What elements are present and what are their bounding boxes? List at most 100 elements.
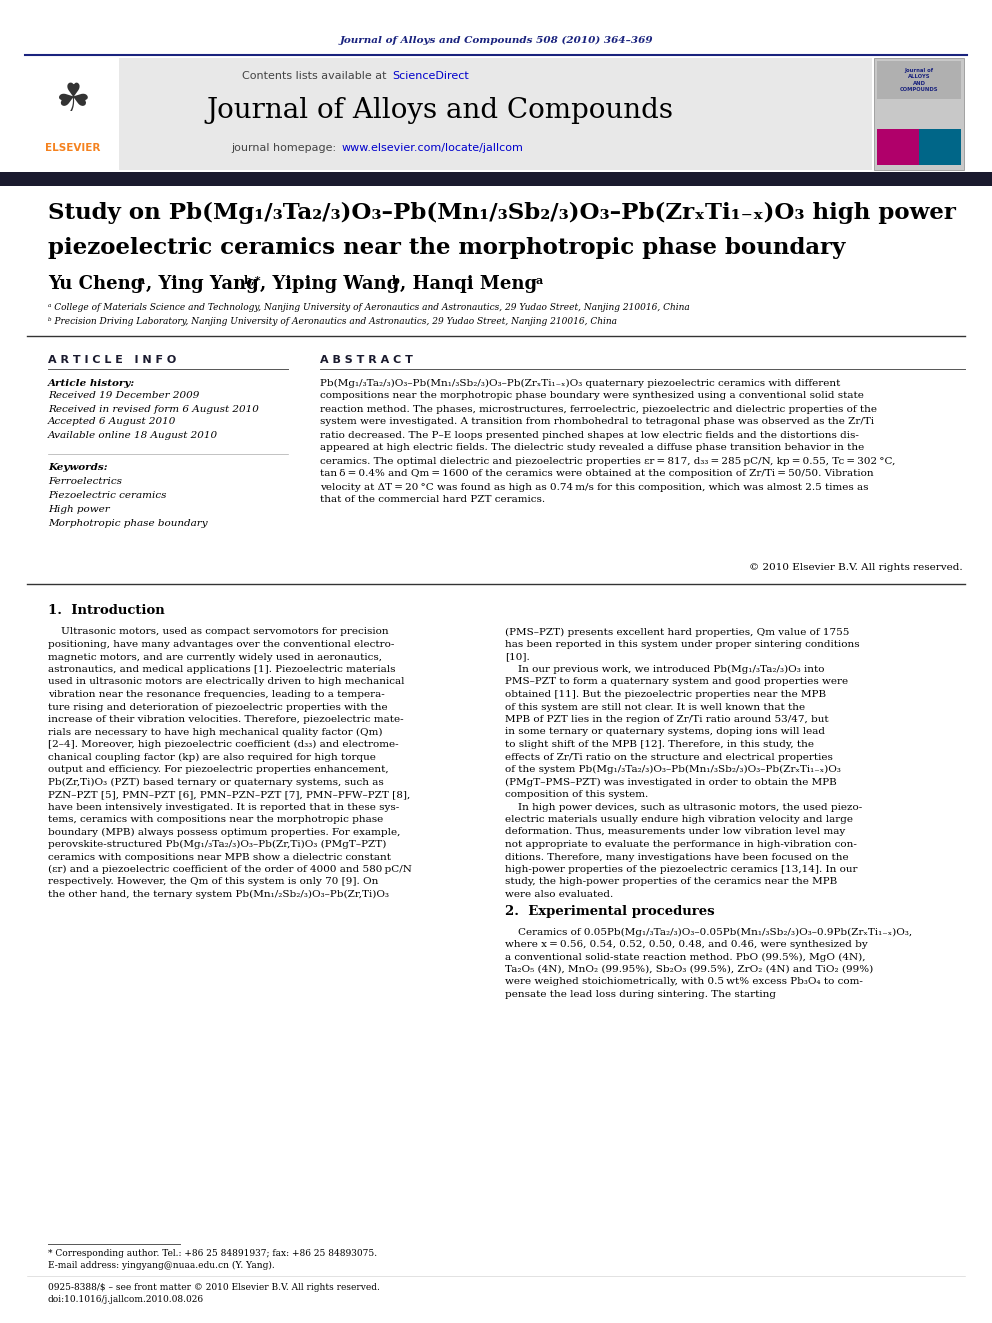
Text: not appropriate to evaluate the performance in high-vibration con-: not appropriate to evaluate the performa…: [505, 840, 857, 849]
Bar: [877, 61, 961, 99]
Text: Accepted 6 August 2010: Accepted 6 August 2010: [48, 418, 177, 426]
Text: , Ying Yang: , Ying Yang: [146, 275, 259, 292]
Text: ceramics with compositions near MPB show a dielectric constant: ceramics with compositions near MPB show…: [48, 852, 391, 861]
Text: appeared at high electric fields. The dielectric study revealed a diffuse phase : appeared at high electric fields. The di…: [320, 443, 864, 452]
Text: Journal of Alloys and Compounds: Journal of Alloys and Compounds: [206, 97, 674, 123]
Text: Piezoelectric ceramics: Piezoelectric ceramics: [48, 491, 167, 500]
Text: ELSEVIER: ELSEVIER: [46, 143, 100, 153]
Text: © 2010 Elsevier B.V. All rights reserved.: © 2010 Elsevier B.V. All rights reserved…: [749, 564, 963, 573]
Text: (PMgT–PMS–PZT) was investigated in order to obtain the MPB: (PMgT–PMS–PZT) was investigated in order…: [505, 778, 836, 787]
Text: Morphotropic phase boundary: Morphotropic phase boundary: [48, 519, 207, 528]
Text: Article history:: Article history:: [48, 378, 135, 388]
Text: composition of this system.: composition of this system.: [505, 790, 648, 799]
Text: ditions. Therefore, many investigations have been focused on the: ditions. Therefore, many investigations …: [505, 852, 848, 861]
Text: ScienceDirect: ScienceDirect: [392, 71, 469, 81]
Text: , Yiping Wang: , Yiping Wang: [260, 275, 399, 292]
Text: Ultrasonic motors, used as compact servomotors for precision: Ultrasonic motors, used as compact servo…: [48, 627, 389, 636]
Text: www.elsevier.com/locate/jallcom: www.elsevier.com/locate/jallcom: [342, 143, 524, 153]
Text: Pb(Zr,Ti)O₃ (PZT) based ternary or quaternary systems, such as: Pb(Zr,Ti)O₃ (PZT) based ternary or quate…: [48, 778, 384, 787]
Text: tan δ = 0.4% and Qm = 1600 of the ceramics were obtained at the composition of Z: tan δ = 0.4% and Qm = 1600 of the cerami…: [320, 470, 874, 479]
Text: 0925-8388/$ – see front matter © 2010 Elsevier B.V. All rights reserved.: 0925-8388/$ – see front matter © 2010 El…: [48, 1282, 380, 1291]
Text: In our previous work, we introduced Pb(Mg₁/₃Ta₂/₃)O₃ into: In our previous work, we introduced Pb(M…: [505, 665, 824, 673]
Text: a conventional solid-state reaction method. PbO (99.5%), MgO (4N),: a conventional solid-state reaction meth…: [505, 953, 865, 962]
Text: compositions near the morphotropic phase boundary were synthesized using a conve: compositions near the morphotropic phase…: [320, 392, 864, 401]
Text: deformation. Thus, measurements under low vibration level may: deformation. Thus, measurements under lo…: [505, 827, 845, 836]
Text: Study on Pb(Mg₁/₃Ta₂/₃)O₃–Pb(Mn₁/₃Sb₂/₃)O₃–Pb(ZrₓTi₁₋ₓ)O₃ high power: Study on Pb(Mg₁/₃Ta₂/₃)O₃–Pb(Mn₁/₃Sb₂/₃)…: [48, 202, 956, 224]
Text: respectively. However, the Qm of this system is only 70 [9]. On: respectively. However, the Qm of this sy…: [48, 877, 378, 886]
Text: tems, ceramics with compositions near the morphotropic phase: tems, ceramics with compositions near th…: [48, 815, 383, 824]
Text: perovskite-structured Pb(Mg₁/₃Ta₂/₃)O₃–Pb(Zr,Ti)O₃ (PMgT–PZT): perovskite-structured Pb(Mg₁/₃Ta₂/₃)O₃–P…: [48, 840, 386, 849]
Text: where x = 0.56, 0.54, 0.52, 0.50, 0.48, and 0.46, were synthesized by: where x = 0.56, 0.54, 0.52, 0.50, 0.48, …: [505, 941, 868, 949]
Text: (εr) and a piezoelectric coefficient of the order of 4000 and 580 pC/N: (εr) and a piezoelectric coefficient of …: [48, 865, 412, 875]
Bar: [874, 58, 964, 169]
Text: to slight shift of the MPB [12]. Therefore, in this study, the: to slight shift of the MPB [12]. Therefo…: [505, 740, 814, 749]
Text: ᵃ College of Materials Science and Technology, Nanjing University of Aeronautics: ᵃ College of Materials Science and Techn…: [48, 303, 689, 311]
Text: [10].: [10].: [505, 652, 530, 662]
Text: obtained [11]. But the piezoelectric properties near the MPB: obtained [11]. But the piezoelectric pro…: [505, 691, 826, 699]
Text: A B S T R A C T: A B S T R A C T: [320, 355, 413, 365]
Text: has been reported in this system under proper sintering conditions: has been reported in this system under p…: [505, 640, 860, 650]
Text: High power: High power: [48, 504, 110, 513]
Text: Received 19 December 2009: Received 19 December 2009: [48, 392, 199, 401]
Text: (PMS–PZT) presents excellent hard properties, Qm value of 1755: (PMS–PZT) presents excellent hard proper…: [505, 627, 849, 636]
Bar: [877, 99, 961, 130]
Text: ture rising and deterioration of piezoelectric properties with the: ture rising and deterioration of piezoel…: [48, 703, 388, 712]
Text: used in ultrasonic motors are electrically driven to high mechanical: used in ultrasonic motors are electrical…: [48, 677, 405, 687]
Text: PZN–PZT [5], PMN–PZT [6], PMN–PZN–PZT [7], PMN–PFW–PZT [8],: PZN–PZT [5], PMN–PZT [6], PMN–PZN–PZT [7…: [48, 790, 411, 799]
Text: boundary (MPB) always possess optimum properties. For example,: boundary (MPB) always possess optimum pr…: [48, 827, 401, 836]
Text: Keywords:: Keywords:: [48, 463, 107, 471]
Text: effects of Zr/Ti ratio on the structure and electrical properties: effects of Zr/Ti ratio on the structure …: [505, 753, 833, 762]
Text: chanical coupling factor (kp) are also required for high torque: chanical coupling factor (kp) are also r…: [48, 753, 376, 762]
Text: 2.  Experimental procedures: 2. Experimental procedures: [505, 905, 714, 918]
Text: 1.  Introduction: 1. Introduction: [48, 603, 165, 617]
Text: output and efficiency. For piezoelectric properties enhancement,: output and efficiency. For piezoelectric…: [48, 765, 389, 774]
Text: Ceramics of 0.05Pb(Mg₁/₃Ta₂/₃)O₃–0.05Pb(Mn₁/₃Sb₂/₃)O₃–0.9Pb(ZrₓTi₁₋ₓ)O₃,: Ceramics of 0.05Pb(Mg₁/₃Ta₂/₃)O₃–0.05Pb(…: [505, 927, 912, 937]
Text: have been intensively investigated. It is reported that in these sys-: have been intensively investigated. It i…: [48, 803, 399, 811]
Bar: [27, 58, 872, 169]
Text: journal homepage:: journal homepage:: [231, 143, 340, 153]
Text: of the system Pb(Mg₁/₃Ta₂/₃)O₃–Pb(Mn₁/₃Sb₂/₃)O₃–Pb(ZrₓTi₁₋ₓ)O₃: of the system Pb(Mg₁/₃Ta₂/₃)O₃–Pb(Mn₁/₃S…: [505, 765, 841, 774]
Text: pensate the lead loss during sintering. The starting: pensate the lead loss during sintering. …: [505, 990, 776, 999]
Text: In high power devices, such as ultrasonic motors, the used piezo-: In high power devices, such as ultrasoni…: [505, 803, 862, 811]
Text: Contents lists available at: Contents lists available at: [242, 71, 390, 81]
Text: were weighed stoichiometrically, with 0.5 wt% excess Pb₃O₄ to com-: were weighed stoichiometrically, with 0.…: [505, 978, 863, 987]
Text: MPB of PZT lies in the region of Zr/Ti ratio around 53/47, but: MPB of PZT lies in the region of Zr/Ti r…: [505, 714, 828, 724]
Text: increase of their vibration velocities. Therefore, piezoelectric mate-: increase of their vibration velocities. …: [48, 714, 404, 724]
Text: of this system are still not clear. It is well known that the: of this system are still not clear. It i…: [505, 703, 806, 712]
Text: b: b: [392, 274, 400, 286]
Text: Available online 18 August 2010: Available online 18 August 2010: [48, 430, 218, 439]
Text: , Hanqi Meng: , Hanqi Meng: [400, 275, 537, 292]
Text: high-power properties of the piezoelectric ceramics [13,14]. In our: high-power properties of the piezoelectr…: [505, 865, 857, 875]
Text: piezoelectric ceramics near the morphotropic phase boundary: piezoelectric ceramics near the morphotr…: [48, 237, 845, 259]
Text: astronautics, and medical applications [1]. Piezoelectric materials: astronautics, and medical applications […: [48, 665, 396, 673]
Text: a: a: [536, 274, 544, 286]
Text: system were investigated. A transition from rhombohedral to tetragonal phase was: system were investigated. A transition f…: [320, 418, 874, 426]
Bar: [919, 130, 961, 165]
Text: [2–4]. Moreover, high piezoelectric coefficient (d₃₃) and electrome-: [2–4]. Moreover, high piezoelectric coef…: [48, 740, 399, 749]
Text: Journal of Alloys and Compounds 508 (2010) 364–369: Journal of Alloys and Compounds 508 (201…: [339, 36, 653, 45]
Text: Journal of
ALLOYS
AND
COMPOUNDS: Journal of ALLOYS AND COMPOUNDS: [900, 69, 938, 91]
Text: velocity at ΔT = 20 °C was found as high as 0.74 m/s for this composition, which: velocity at ΔT = 20 °C was found as high…: [320, 483, 869, 492]
Bar: [877, 130, 919, 165]
Text: reaction method. The phases, microstructures, ferroelectric, piezoelectric and d: reaction method. The phases, microstruct…: [320, 405, 877, 414]
Text: Received in revised form 6 August 2010: Received in revised form 6 August 2010: [48, 405, 259, 414]
Text: in some ternary or quaternary systems, doping ions will lead: in some ternary or quaternary systems, d…: [505, 728, 825, 737]
Text: rials are necessary to have high mechanical quality factor (Qm): rials are necessary to have high mechani…: [48, 728, 383, 737]
Text: the other hand, the ternary system Pb(Mn₁/₂Sb₂/₃)O₃–Pb(Zr,Ti)O₃: the other hand, the ternary system Pb(Mn…: [48, 890, 389, 900]
Text: ratio decreased. The P–E loops presented pinched shapes at low electric fields a: ratio decreased. The P–E loops presented…: [320, 430, 859, 439]
Text: ᵇ Precision Driving Laboratory, Nanjing University of Aeronautics and Astronauti: ᵇ Precision Driving Laboratory, Nanjing …: [48, 316, 617, 325]
Text: * Corresponding author. Tel.: +86 25 84891937; fax: +86 25 84893075.: * Corresponding author. Tel.: +86 25 848…: [48, 1249, 377, 1258]
Text: ceramics. The optimal dielectric and piezoelectric properties εr = 817, d₃₃ = 28: ceramics. The optimal dielectric and pie…: [320, 456, 896, 466]
Bar: [27, 58, 119, 169]
Text: magnetic motors, and are currently widely used in aeronautics,: magnetic motors, and are currently widel…: [48, 652, 382, 662]
Bar: [0, 172, 992, 187]
Text: positioning, have many advantages over the conventional electro-: positioning, have many advantages over t…: [48, 640, 395, 650]
Text: Ferroelectrics: Ferroelectrics: [48, 476, 122, 486]
Text: a: a: [138, 274, 145, 286]
Text: were also evaluated.: were also evaluated.: [505, 890, 613, 900]
Text: Yu Cheng: Yu Cheng: [48, 275, 144, 292]
Text: A R T I C L E   I N F O: A R T I C L E I N F O: [48, 355, 177, 365]
Text: electric materials usually endure high vibration velocity and large: electric materials usually endure high v…: [505, 815, 853, 824]
Text: b,*: b,*: [244, 274, 262, 286]
Text: E-mail address: yingyang@nuaa.edu.cn (Y. Yang).: E-mail address: yingyang@nuaa.edu.cn (Y.…: [48, 1261, 275, 1270]
